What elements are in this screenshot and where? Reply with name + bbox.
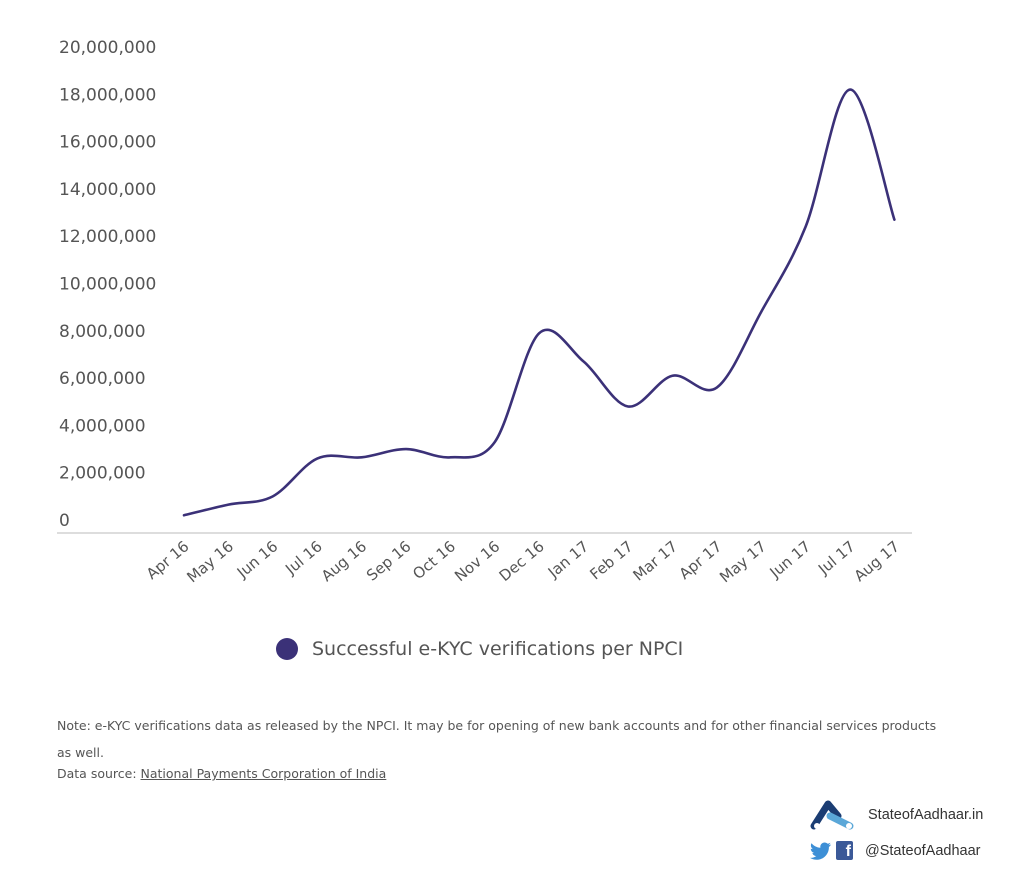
y-tick-label: 18,000,000 xyxy=(59,85,156,105)
x-tick-label: Nov 16 xyxy=(451,537,503,585)
data-source-link[interactable]: National Payments Corporation of India xyxy=(140,766,387,781)
brand-site[interactable]: StateofAadhaar.in xyxy=(868,807,984,823)
x-tick-label: Aug 16 xyxy=(318,537,370,585)
y-tick-label: 0 xyxy=(59,511,70,531)
brand-handle[interactable]: @StateofAadhaar xyxy=(865,842,981,859)
branding: StateofAadhaar.in f @StateofAadhaar xyxy=(810,798,1010,878)
data-source: Data source: National Payments Corporati… xyxy=(57,766,386,781)
x-tick-label: Sep 16 xyxy=(363,537,415,584)
x-tick-label: Feb 17 xyxy=(586,537,636,583)
legend: Successful e-KYC verifications per NPCI xyxy=(276,638,683,660)
y-tick-label: 10,000,000 xyxy=(59,275,156,295)
x-tick-label: Apr 16 xyxy=(143,537,193,583)
x-tick-label: May 17 xyxy=(716,537,770,586)
x-tick-label: Dec 16 xyxy=(496,537,548,585)
x-tick-label: Mar 17 xyxy=(629,537,681,584)
x-tick-label: Apr 17 xyxy=(676,537,726,583)
legend-marker xyxy=(276,638,298,660)
brand-social-row: f @StateofAadhaar xyxy=(810,841,981,860)
facebook-icon[interactable]: f xyxy=(836,841,853,860)
aadhaar-logo-icon xyxy=(810,800,854,830)
x-tick-label: Aug 17 xyxy=(851,537,903,585)
x-tick-label: Oct 16 xyxy=(409,537,459,583)
y-tick-label: 12,000,000 xyxy=(59,227,156,247)
y-tick-label: 16,000,000 xyxy=(59,133,156,153)
y-tick-label: 4,000,000 xyxy=(59,416,146,436)
y-axis-ticks: 20,000,000 18,000,000 16,000,000 14,000,000… xyxy=(59,38,156,531)
legend-label: Successful e-KYC verifications per NPCI xyxy=(312,638,684,660)
x-tick-label: Jun 17 xyxy=(766,537,815,582)
y-tick-label: 2,000,000 xyxy=(59,464,146,484)
chart-note: Note: e-KYC verifications data as releas… xyxy=(57,718,937,760)
x-tick-label: Jan 17 xyxy=(544,537,592,582)
y-tick-label: 20,000,000 xyxy=(59,38,156,58)
y-tick-label: 8,000,000 xyxy=(59,322,146,342)
brand-site-row: StateofAadhaar.in xyxy=(810,798,983,832)
y-tick-label: 14,000,000 xyxy=(59,180,156,200)
line-chart: 20,000,000 18,000,000 16,000,000 14,000,000… xyxy=(57,38,912,586)
data-source-prefix: Data source: xyxy=(57,766,141,781)
x-tick-label: May 16 xyxy=(183,537,237,586)
y-tick-label: 6,000,000 xyxy=(59,369,146,389)
series-line xyxy=(182,88,896,517)
twitter-icon[interactable] xyxy=(810,842,832,860)
x-tick-label: Jun 16 xyxy=(233,537,282,582)
